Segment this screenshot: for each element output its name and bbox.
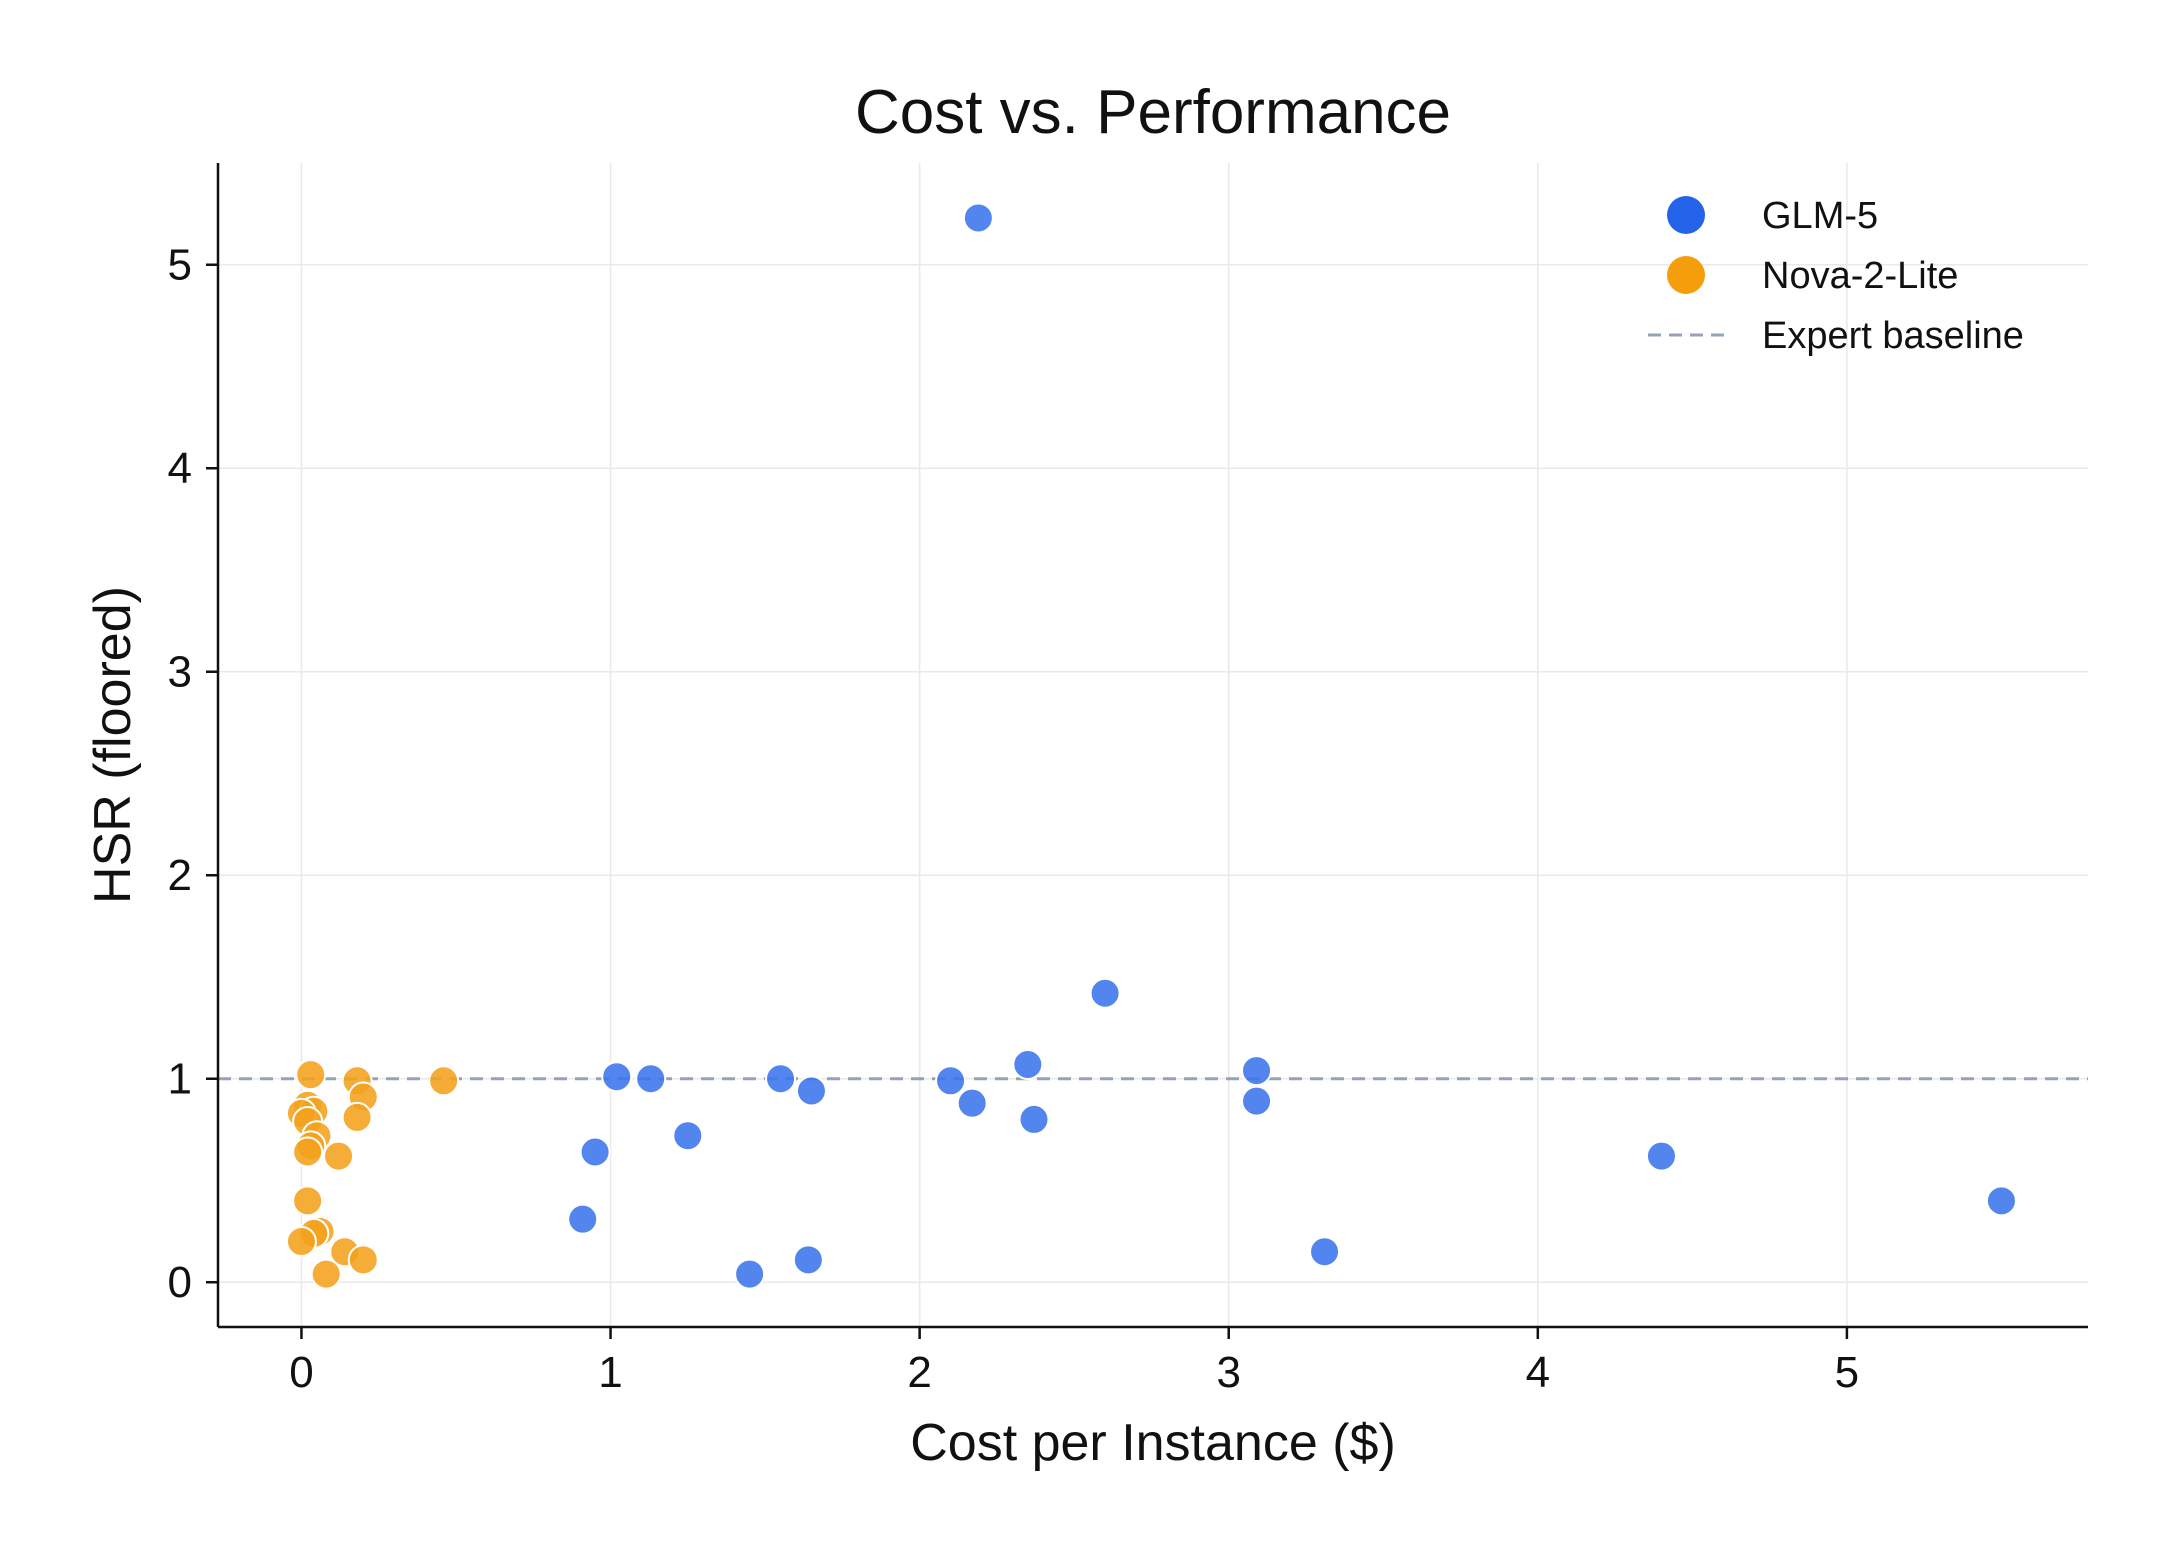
data-point-glm-5 [956, 1087, 988, 1119]
data-point-nova-2-lite [341, 1101, 373, 1133]
grid [218, 163, 2088, 1327]
x-axis-label: Cost per Instance ($) [910, 1414, 1396, 1472]
data-point-glm-5 [1089, 977, 1121, 1009]
data-point-glm-5 [1241, 1085, 1273, 1117]
data-point-glm-5 [601, 1061, 633, 1093]
data-point-nova-2-lite [428, 1065, 460, 1097]
data-point-glm-5 [734, 1258, 766, 1290]
y-axis-label: HSR (floored) [84, 586, 142, 904]
legend-marker-glm-5 [1667, 196, 1705, 234]
x-tick-label: 5 [1835, 1348, 1859, 1397]
data-point-nova-2-lite [310, 1258, 342, 1290]
data-point-glm-5 [567, 1203, 599, 1235]
data-point-nova-2-lite [292, 1185, 324, 1217]
y-tick-label: 3 [168, 648, 192, 697]
x-tick-label: 3 [1216, 1348, 1240, 1397]
data-point-nova-2-lite [285, 1226, 317, 1258]
data-point-glm-5 [579, 1136, 611, 1168]
chart-title: Cost vs. Performance [855, 78, 1451, 147]
y-tick-label: 1 [168, 1055, 192, 1104]
data-point-glm-5 [1645, 1140, 1677, 1172]
data-point-glm-5 [1241, 1055, 1273, 1087]
data-point-glm-5 [672, 1120, 704, 1152]
data-point-glm-5 [792, 1244, 824, 1276]
y-tick-label: 0 [168, 1258, 192, 1307]
y-tick-label: 5 [168, 241, 192, 290]
legend: GLM-5 Nova-2-Lite Expert baseline [1648, 195, 2024, 357]
x-tick-label: 4 [1526, 1348, 1550, 1397]
data-point-glm-5 [1012, 1048, 1044, 1080]
legend-label: GLM-5 [1762, 195, 1878, 237]
data-point-nova-2-lite [292, 1136, 324, 1168]
data-point-glm-5 [935, 1065, 967, 1097]
x-tick-label: 1 [598, 1348, 622, 1397]
x-tick-label: 0 [289, 1348, 313, 1397]
axes: 0 1 2 3 4 5 0 1 2 3 4 5 [168, 163, 2088, 1397]
x-tick-label: 2 [907, 1348, 931, 1397]
legend-label: Nova-2-Lite [1762, 255, 1958, 297]
data-point-glm-5 [1309, 1236, 1341, 1268]
y-tick-label: 2 [168, 851, 192, 900]
y-tick-label: 4 [168, 444, 192, 493]
data-point-glm-5 [1985, 1185, 2017, 1217]
data-point-glm-5 [962, 202, 994, 234]
data-point-nova-2-lite [323, 1140, 355, 1172]
data-point-glm-5 [1018, 1103, 1050, 1135]
points-layer [285, 202, 2017, 1290]
data-point-glm-5 [635, 1063, 667, 1095]
data-point-glm-5 [795, 1075, 827, 1107]
legend-marker-nova-2-lite [1667, 256, 1705, 294]
data-point-nova-2-lite [347, 1244, 379, 1276]
data-point-nova-2-lite [295, 1059, 327, 1091]
data-point-glm-5 [765, 1063, 797, 1095]
legend-label: Expert baseline [1762, 315, 2024, 357]
